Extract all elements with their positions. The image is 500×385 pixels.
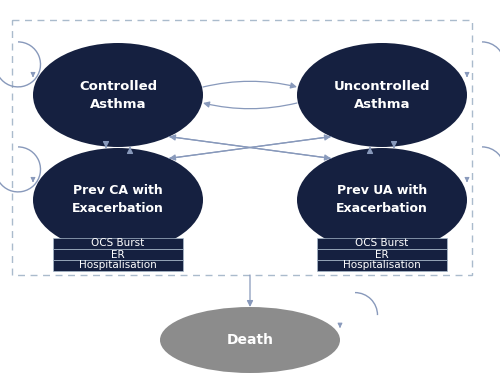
Ellipse shape [160,307,340,373]
Text: ER: ER [111,249,125,259]
Text: Prev CA with
Exacerbation: Prev CA with Exacerbation [72,184,164,216]
Text: ER: ER [375,249,389,259]
Text: Hospitalisation: Hospitalisation [79,261,157,271]
Ellipse shape [33,148,203,252]
Text: OCS Burst: OCS Burst [92,238,144,248]
Text: OCS Burst: OCS Burst [356,238,408,248]
Text: Death: Death [226,333,274,347]
Text: Prev UA with
Exacerbation: Prev UA with Exacerbation [336,184,428,216]
FancyBboxPatch shape [317,238,447,249]
FancyBboxPatch shape [317,260,447,271]
FancyBboxPatch shape [317,249,447,260]
Text: Hospitalisation: Hospitalisation [343,261,421,271]
Text: Controlled
Asthma: Controlled Asthma [79,79,157,110]
Ellipse shape [297,148,467,252]
Ellipse shape [33,43,203,147]
Ellipse shape [297,43,467,147]
FancyBboxPatch shape [53,238,183,249]
FancyBboxPatch shape [53,260,183,271]
Text: Uncontrolled
Asthma: Uncontrolled Asthma [334,79,430,110]
FancyBboxPatch shape [53,249,183,260]
